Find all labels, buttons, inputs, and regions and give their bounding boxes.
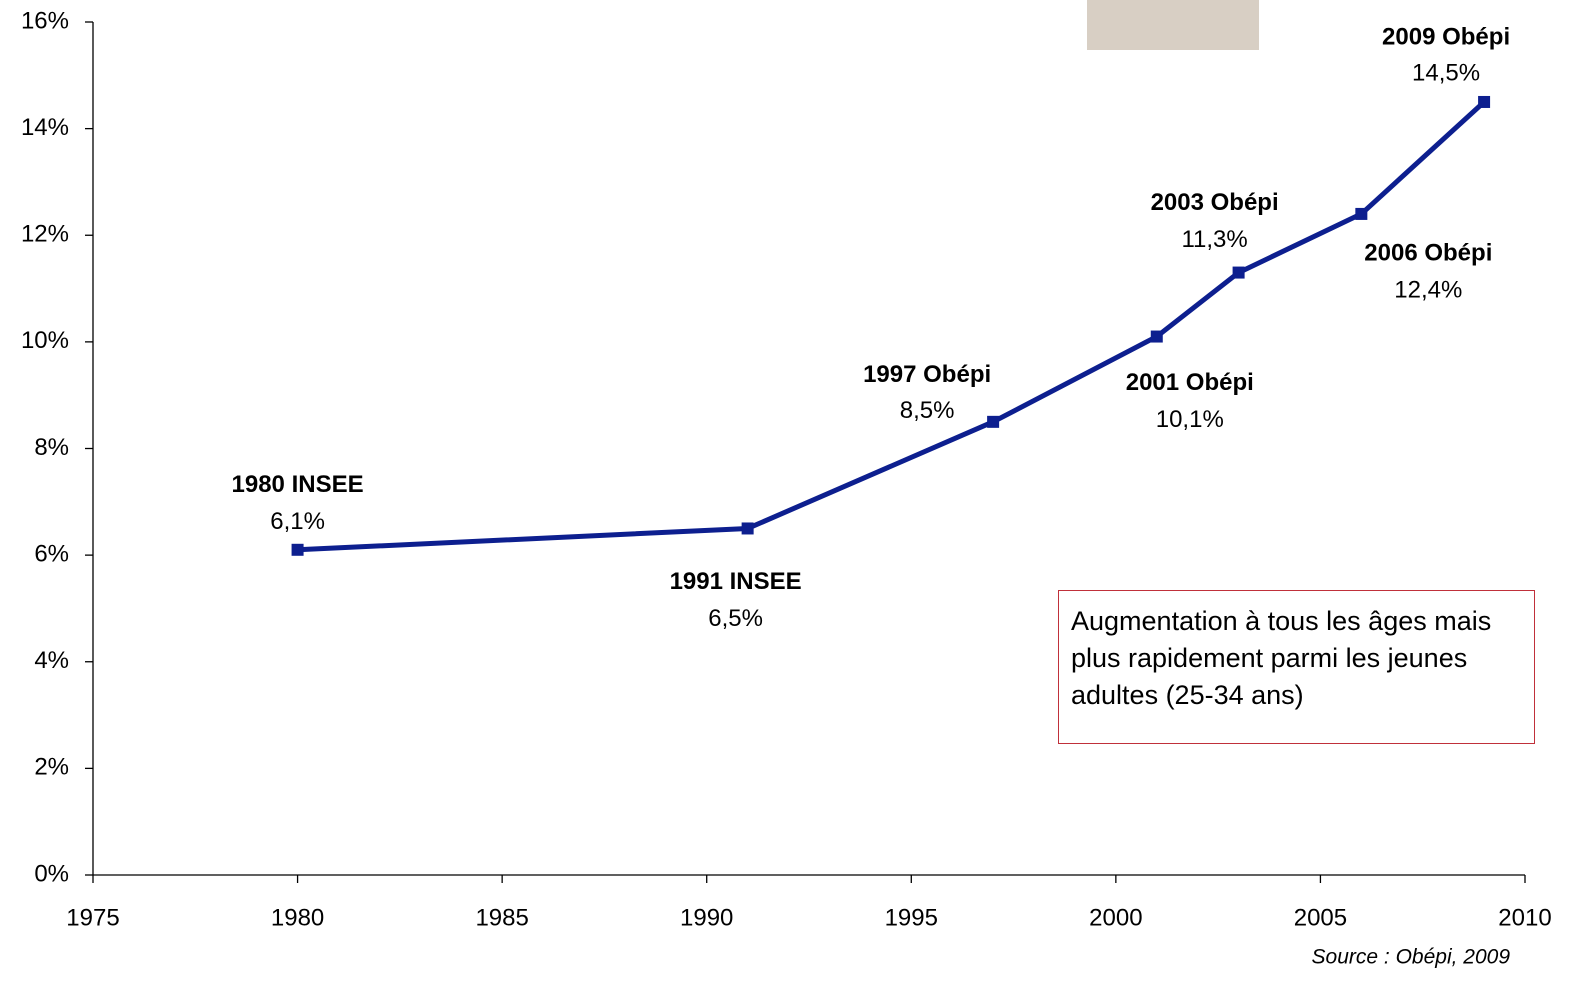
chart: Source : Obépi, 2009 0% 2% 4% 6% 8% 10% 12% 14%… [0,0,1585,983]
x-tick-label: 1985 [475,904,528,931]
photo [1087,0,1259,50]
y-tick-label: 12% [21,221,69,248]
point-marker [1355,208,1367,220]
point-label: 2001 Obépi [1126,369,1254,396]
page: Source : Obépi, 2009 0% 2% 4% 6% 8% 10% 12% 14%… [0,0,1585,983]
x-tick-label: 1995 [885,904,938,931]
point-marker [987,416,999,428]
y-tick-label: 2% [34,754,69,781]
point-marker [1151,331,1163,343]
y-tick-label: 16% [21,7,69,34]
value-label: 11,3% [1181,226,1247,253]
y-tick-label: 0% [34,860,69,887]
y-tick-label: 6% [34,540,69,567]
point-label: 2006 Obépi [1364,239,1492,266]
value-label: 6,1% [270,508,325,535]
series-line [298,102,1485,550]
x-tick-label: 1980 [271,904,324,931]
x-tick-label: 1975 [66,904,119,931]
x-tick-label: 2005 [1294,904,1347,931]
source: Source : Obépi, 2009 [1312,946,1511,969]
x-tick-label: 2000 [1089,904,1142,931]
y-tick-label: 14% [21,114,69,141]
point-label: 2003 Obépi [1151,189,1279,216]
point-label: 1991 INSEE [670,568,802,595]
value-label: 6,5% [708,605,763,632]
y-tick-label: 4% [34,647,69,674]
point-marker [1233,267,1245,279]
y-tick-label: 10% [21,327,69,354]
value-label: 8,5% [900,397,955,424]
point-label: 1997 Obépi [863,361,991,388]
point-label: 2009 Obépi [1382,23,1510,50]
point-marker [292,544,304,556]
x-tick-label: 1990 [680,904,733,931]
point-label: 1980 INSEE [232,471,364,498]
annotation-box: Augmentation à tous les âges mais plus r… [1058,590,1535,744]
point-marker [1478,96,1490,108]
value-label: 10,1% [1156,406,1224,433]
point-marker [742,522,754,534]
value-label: 12,4% [1394,276,1462,303]
x-tick-label: 2010 [1498,904,1551,931]
value-label: 14,5% [1412,59,1480,86]
y-tick-label: 8% [34,434,69,461]
